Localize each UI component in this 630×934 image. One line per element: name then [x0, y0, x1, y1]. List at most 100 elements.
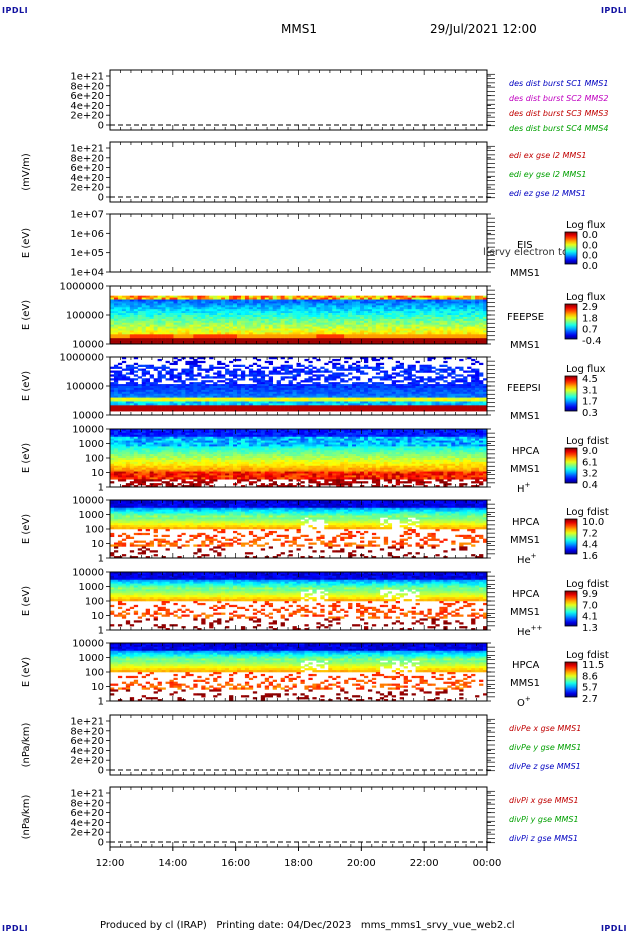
- y-tick-label: 6e+20: [70, 808, 104, 819]
- y-axis-label: (mV/m): [21, 153, 32, 191]
- colorbar-title: Log flux: [566, 292, 606, 303]
- colorbar-tick-label: 3.1: [582, 385, 598, 396]
- instrument-label: HPCA: [512, 517, 540, 528]
- colorbar-tick-label: 0.3: [582, 408, 598, 419]
- y-tick-label: 2e+20: [70, 111, 104, 122]
- colorbar-tick-label: 11.5: [582, 660, 604, 671]
- y-tick-label: 4e+20: [70, 818, 104, 829]
- y-axis-label: (nPa/km): [21, 723, 32, 768]
- colorbar-title: Log flux: [566, 364, 606, 375]
- spacecraft-label: MMS1: [510, 678, 540, 689]
- spectrogram-4: [110, 357, 488, 412]
- colorbar-tick-label: 7.0: [582, 600, 598, 611]
- y-tick-label: 10: [91, 468, 104, 479]
- x-tick-label: 22:00: [410, 858, 439, 869]
- panel-frame-0: [109, 69, 488, 131]
- y-tick-label: 1000: [79, 582, 104, 593]
- colorbar-title: Log fdist: [566, 579, 609, 590]
- y-tick-label: 1e+05: [70, 248, 104, 259]
- legend-entry: edi ey gse l2 MMS1: [509, 170, 587, 179]
- y-tick-label: 0: [98, 838, 104, 849]
- y-tick-label: 100: [85, 454, 104, 465]
- y-tick-label: 6e+20: [70, 91, 104, 102]
- colorbar-tick-label: 0.0: [582, 251, 598, 262]
- colorbar-tick-label: -0.4: [582, 336, 602, 347]
- colorbar: [564, 661, 578, 698]
- corner-label-top-right: IPDLI: [600, 6, 627, 15]
- y-tick-label: 2e+20: [70, 756, 104, 767]
- y-tick-label: 10000: [72, 568, 104, 579]
- legend-entry: edi ex gse l2 MMS1: [509, 151, 587, 160]
- spacecraft-label: MMS1: [510, 268, 540, 279]
- species-charge: ++: [531, 624, 543, 632]
- corner-label-top-left: IPDLI: [2, 6, 29, 15]
- legend-entry: des dist burst SC4 MMS4: [509, 124, 608, 133]
- y-axis-label: (nPa/km): [21, 795, 32, 840]
- x-tick-label: 20:00: [347, 858, 376, 869]
- overlay-label: l(srvy electron to: [483, 247, 568, 258]
- instrument-label: HPCA: [512, 446, 540, 457]
- y-tick-label: 100000: [66, 311, 104, 322]
- legend-entry: divPi y gse MMS1: [509, 815, 579, 824]
- y-tick-label: 2e+20: [70, 828, 104, 839]
- y-tick-label: 10000: [72, 411, 104, 422]
- colorbar-tick-label: 1.3: [582, 623, 598, 634]
- panel-frame-1: [109, 141, 488, 203]
- y-tick-label: 10000: [72, 425, 104, 436]
- colorbar-tick-label: 0.0: [582, 230, 598, 241]
- spectrogram-8: [110, 643, 488, 702]
- colorbar: [564, 590, 578, 627]
- y-axis-label: E (eV): [21, 586, 32, 616]
- y-tick-label: 6e+20: [70, 163, 104, 174]
- legend-entry: edi ez gse l2 MMS1: [509, 189, 586, 198]
- y-axis-label: E (eV): [21, 657, 32, 687]
- species-charge: +: [525, 695, 531, 703]
- colorbar-tick-label: 4.5: [582, 374, 598, 385]
- datetime-title: 29/Jul/2021 12:00: [430, 22, 537, 36]
- species-charge: +: [531, 552, 537, 560]
- footer-printing-date: Printing date: 04/Dec/2023: [216, 920, 352, 931]
- y-tick-label: 1: [98, 626, 104, 637]
- y-tick-label: 6e+20: [70, 736, 104, 747]
- species-label: He+: [517, 552, 537, 566]
- y-axis-label: E (eV): [21, 514, 32, 544]
- colorbar-tick-label: 10.0: [582, 517, 604, 528]
- species-label: O+: [517, 695, 531, 709]
- y-tick-label: 10: [91, 611, 104, 622]
- spacecraft-label: MMS1: [510, 607, 540, 618]
- colorbar-tick-label: 4.4: [582, 540, 598, 551]
- y-tick-label: 1e+04: [70, 268, 104, 279]
- y-tick-label: 10: [91, 682, 104, 693]
- y-tick-label: 8e+20: [70, 81, 104, 92]
- colorbar: [564, 303, 578, 340]
- colorbar-tick-label: 0.4: [582, 480, 598, 491]
- colorbar-tick-label: 7.2: [582, 528, 598, 539]
- y-tick-label: 4e+20: [70, 101, 104, 112]
- y-axis-label: E (eV): [21, 371, 32, 401]
- colorbar-tick-label: 4.1: [582, 612, 598, 623]
- species-label: He++: [517, 624, 543, 638]
- y-tick-label: 1000000: [59, 282, 104, 293]
- x-tick-label: 14:00: [158, 858, 187, 869]
- colorbar-tick-label: 2.7: [582, 694, 598, 705]
- colorbar-tick-label: 0.0: [582, 240, 598, 251]
- spectrogram-3: [110, 295, 488, 345]
- instrument-label: EIS: [517, 240, 533, 251]
- y-tick-label: 8e+20: [70, 153, 104, 164]
- y-tick-label: 4e+20: [70, 173, 104, 184]
- panel-frame-2: [109, 213, 488, 273]
- spectrogram-6: [110, 500, 488, 559]
- y-tick-label: 1e+21: [70, 789, 104, 800]
- y-axis-label: E (eV): [21, 443, 32, 473]
- colorbar-tick-label: 2.9: [582, 302, 598, 313]
- legend-entry: des dist burst SC1 MMS1: [509, 79, 608, 88]
- y-tick-label: 1000: [79, 439, 104, 450]
- y-tick-label: 4e+20: [70, 746, 104, 757]
- panel-frame-10: [109, 786, 488, 848]
- colorbar-tick-label: 1.6: [582, 551, 598, 562]
- y-tick-label: 1000000: [59, 353, 104, 364]
- colorbar-title: Log fdist: [566, 507, 609, 518]
- spacecraft-label: MMS1: [510, 464, 540, 475]
- colorbar-tick-label: 1.8: [582, 313, 598, 324]
